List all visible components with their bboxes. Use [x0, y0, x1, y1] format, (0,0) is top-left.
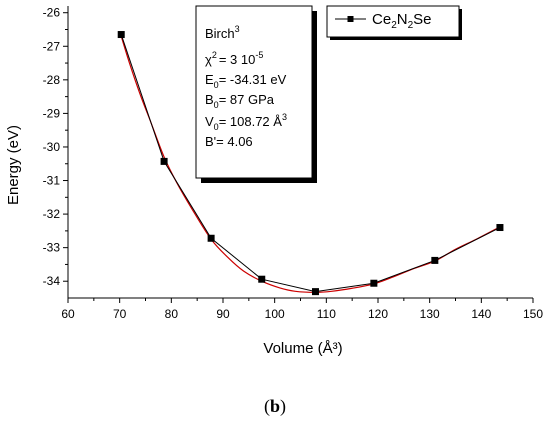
y-tick-label: -26 [43, 6, 61, 20]
data-point [117, 31, 125, 39]
y-tick-label: -29 [43, 106, 61, 120]
fit-b0: B0= 87 GPa [205, 92, 275, 110]
legend: Ce2N2Se [326, 5, 462, 40]
legend-label: Ce2N2Se [372, 11, 432, 31]
x-tick-label: 130 [420, 307, 440, 321]
y-tick-label: -33 [43, 241, 61, 255]
fit-e0: E0= -34.31 eV [205, 72, 287, 90]
y-tick-label: -30 [43, 140, 61, 154]
fit-title: Birch3 [205, 24, 240, 41]
fit-box-frame [195, 5, 313, 179]
x-tick-label: 140 [471, 307, 491, 321]
y-axis-label: Energy (eV) [5, 125, 22, 205]
figure-caption: (b) [263, 396, 286, 416]
y-tick-label: -31 [43, 174, 61, 188]
x-tick-label: 120 [368, 307, 388, 321]
data-point [370, 279, 378, 287]
y-tick-label: -28 [43, 73, 61, 87]
fit-v0: V0= 108.72 Å3 [205, 112, 287, 132]
x-tick-label: 150 [523, 307, 543, 321]
x-axis-label-text: Volume (Å³) [263, 340, 342, 357]
data-point [258, 275, 266, 283]
axes-layer: 60 70 80 90 100 110 120 130 140 150 -26 -27 -28 -29 -3… [43, 6, 544, 321]
caption-letter: b [269, 396, 280, 416]
x-tick-label: 80 [165, 307, 179, 321]
data-point [160, 157, 168, 165]
x-tick-label: 110 [317, 307, 336, 321]
x-tick-label: 90 [216, 307, 230, 321]
fit-parameters-box: Birch3 χ2 = 3 10-5 E0= -34.31 eV B0= 87 G… [195, 5, 317, 183]
data-point [496, 224, 504, 232]
legend-marker-square [347, 16, 354, 22]
x-tick-label: 70 [113, 307, 127, 321]
y-tick-label: -32 [43, 207, 61, 221]
x-axis-label: Volume (Å³) [263, 340, 342, 357]
data-point [311, 288, 319, 296]
series-data-line [120, 34, 501, 293]
y-tick-label: -34 [43, 274, 61, 288]
x-tick-label: 60 [61, 307, 75, 321]
fit-chi-squared: χ2 = 3 10-5 [205, 50, 263, 67]
series-layer [117, 31, 504, 296]
x-tick-label: 100 [265, 307, 285, 321]
y-tick-label: -27 [43, 39, 61, 53]
y-axis-label-text: Energy (eV) [5, 125, 22, 205]
data-point [207, 234, 215, 242]
data-point [431, 256, 439, 264]
fit-b-prime: B'= 4.06 [205, 134, 253, 149]
